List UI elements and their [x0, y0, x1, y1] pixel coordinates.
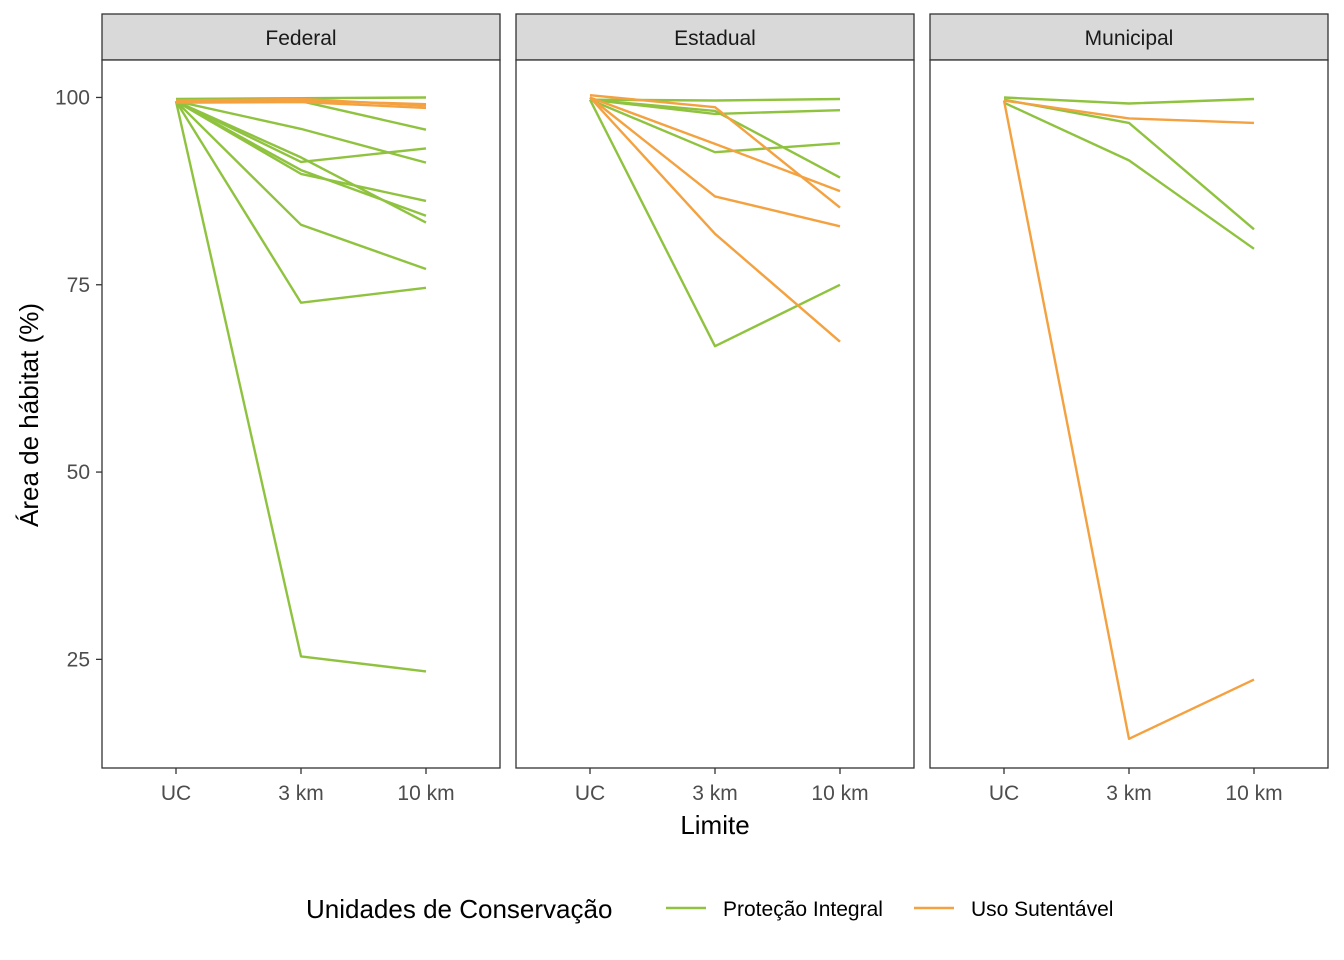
- x-tick-label: 3 km: [692, 782, 738, 805]
- series-line-pi: [1003, 96, 1255, 105]
- facet-strip-label: Federal: [265, 27, 336, 50]
- facet-strip: [101, 13, 501, 61]
- legend: Unidades de Conservação Proteção Integra…: [306, 894, 1113, 924]
- series-line-us: [1002, 100, 1255, 740]
- series-line-pi: [174, 100, 427, 304]
- facet-panel-estadual: Estadual UC 3 km 10 km: [515, 13, 915, 805]
- series-line-us: [175, 97, 427, 107]
- facet-panel-federal: Federal UC 3 km 10 km: [101, 13, 501, 805]
- series-line-us: [589, 96, 841, 228]
- facet-strip-label: Municipal: [1085, 27, 1174, 50]
- y-tick-label: 75: [67, 274, 90, 297]
- series-line-pi: [175, 100, 427, 217]
- facet-strip-label: Estadual: [674, 27, 756, 50]
- y-axis-title: Área de hábitat (%): [14, 303, 44, 527]
- legend-label-pi: Proteção Integral: [723, 898, 883, 921]
- y-tick-label: 50: [67, 461, 90, 484]
- series-line-pi: [174, 100, 427, 673]
- x-tick-label: UC: [989, 782, 1019, 805]
- x-tick-label: 3 km: [1106, 782, 1152, 805]
- series-line-pi: [1003, 101, 1255, 250]
- x-tick-label: 10 km: [1225, 782, 1282, 805]
- x-tick-label: 10 km: [811, 782, 868, 805]
- legend-title: Unidades de Conservação: [306, 894, 612, 924]
- series-line-pi: [589, 98, 841, 179]
- panel-border: [101, 59, 501, 769]
- series-line-pi: [175, 100, 427, 271]
- series-line-us: [589, 96, 841, 343]
- series-line-pi: [589, 98, 841, 154]
- series-line-pi: [175, 100, 427, 164]
- y-tick-label: 25: [67, 648, 90, 671]
- facet-panel-municipal: Municipal UC 3 km 10 km: [929, 13, 1329, 805]
- y-axis: 25 50 75 100: [55, 86, 102, 671]
- y-tick-label: 100: [55, 86, 90, 109]
- panel-border: [515, 59, 915, 769]
- panel-border: [929, 59, 1329, 769]
- x-axis-title: Limite: [680, 810, 749, 840]
- x-tick-label: UC: [575, 782, 605, 805]
- series-line-pi: [175, 100, 427, 164]
- legend-label-us: Uso Sutentável: [971, 898, 1113, 921]
- x-tick-label: 3 km: [278, 782, 324, 805]
- series-line-us: [589, 96, 841, 193]
- series-line-us: [1003, 99, 1255, 125]
- x-tick-label: UC: [161, 782, 191, 805]
- x-tick-label: 10 km: [397, 782, 454, 805]
